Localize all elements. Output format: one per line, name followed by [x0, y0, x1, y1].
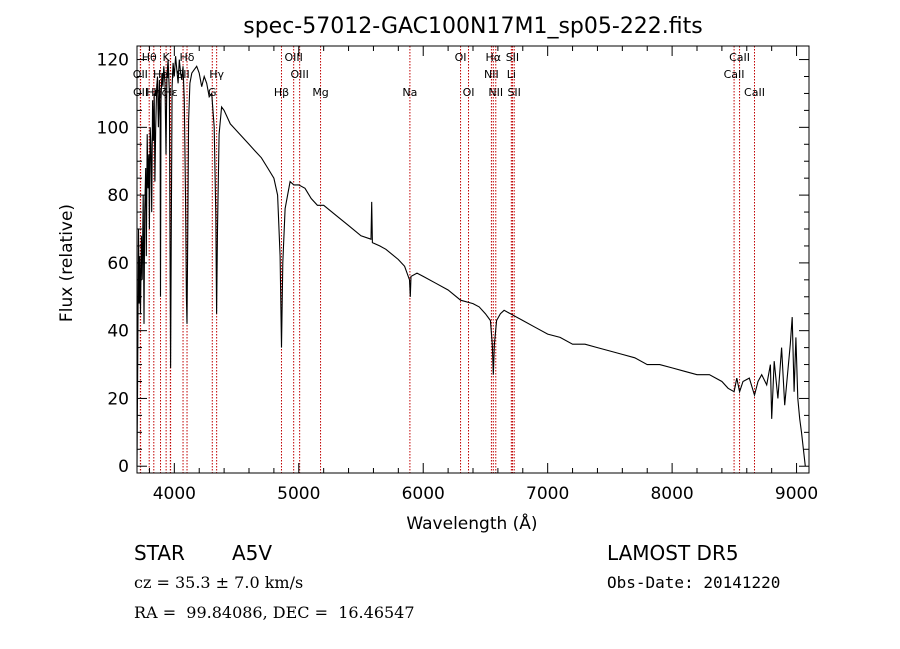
x-tick-label: 9000	[775, 484, 818, 504]
reference-line-label: K	[163, 51, 171, 64]
reference-line-label: Hθ	[142, 51, 157, 64]
reference-line-label: Na	[402, 86, 417, 99]
y-axis-label: Flux (relative)	[57, 204, 77, 322]
y-tick-label: 60	[107, 254, 129, 274]
reference-line-label: Hγ	[209, 68, 224, 81]
reference-line-label: SII	[507, 86, 520, 99]
reference-line-label: OIII	[290, 68, 308, 81]
x-axis-label: Wavelength (Å)	[406, 512, 537, 534]
x-tick-label: 6000	[402, 484, 445, 504]
reference-line-label: NII	[488, 86, 503, 99]
plot-frame	[136, 45, 810, 474]
reference-line-label: CaII	[724, 68, 745, 81]
y-tick-label: 100	[97, 118, 129, 138]
reference-line-label: Hη	[146, 86, 161, 99]
y-tick-label: 120	[97, 51, 129, 71]
reference-line-label: OI	[463, 86, 475, 99]
reference-line-label: Hδ	[180, 51, 195, 64]
reference-line-label: Li	[507, 68, 516, 81]
reference-line-label: Hε	[163, 86, 177, 99]
y-tick-label: 20	[107, 389, 129, 409]
reference-line-label: CaII	[729, 51, 750, 64]
reference-line-label: OII	[133, 68, 148, 81]
reference-line-label: CaII	[744, 86, 765, 99]
chart-title: spec-57012-GAC100N17M1_sp05-222.fits	[243, 14, 703, 39]
reference-line-label: Hα	[486, 51, 502, 64]
coordinates: RA = 99.84086, DEC = 16.46547	[134, 603, 415, 622]
x-tick-label: 4000	[153, 484, 196, 504]
y-tick-label: 0	[118, 457, 129, 477]
y-tick-label: 40	[107, 322, 129, 342]
reference-line-label: H	[166, 68, 174, 81]
observation-date: Obs-Date: 20141220	[607, 573, 781, 592]
y-tick-label: 80	[107, 186, 129, 206]
reference-line-label: Mg	[312, 86, 328, 99]
x-tick-label: 5000	[277, 484, 320, 504]
reference-line-label: G	[208, 86, 217, 99]
reference-line-label: He	[153, 68, 168, 81]
reference-line-label: SII	[506, 51, 519, 64]
spectrum-line	[136, 56, 806, 467]
reference-line-label: NII	[484, 68, 499, 81]
survey-name: LAMOST DR5	[607, 541, 739, 565]
x-tick-label: 8000	[650, 484, 693, 504]
reference-lines-layer	[139, 46, 755, 473]
redshift-velocity: cz = 35.3 ± 7.0 km/s	[134, 573, 304, 592]
axis-ticks-layer: 4000 5000 6000 7000 8000 9000 0 20 40 60 80 100 120	[97, 46, 818, 504]
reference-line-label: OIII	[284, 51, 302, 64]
reference-line-label: OII	[133, 86, 148, 99]
reference-line-label: Hβ	[274, 86, 289, 99]
spectral-subclass: A5V	[232, 541, 273, 565]
x-tick-label: 7000	[526, 484, 569, 504]
object-class: STAR	[134, 541, 185, 565]
reference-line-label: OI	[455, 51, 467, 64]
reference-line-label: Hζ	[153, 86, 167, 99]
reference-line-label: SII	[176, 68, 189, 81]
